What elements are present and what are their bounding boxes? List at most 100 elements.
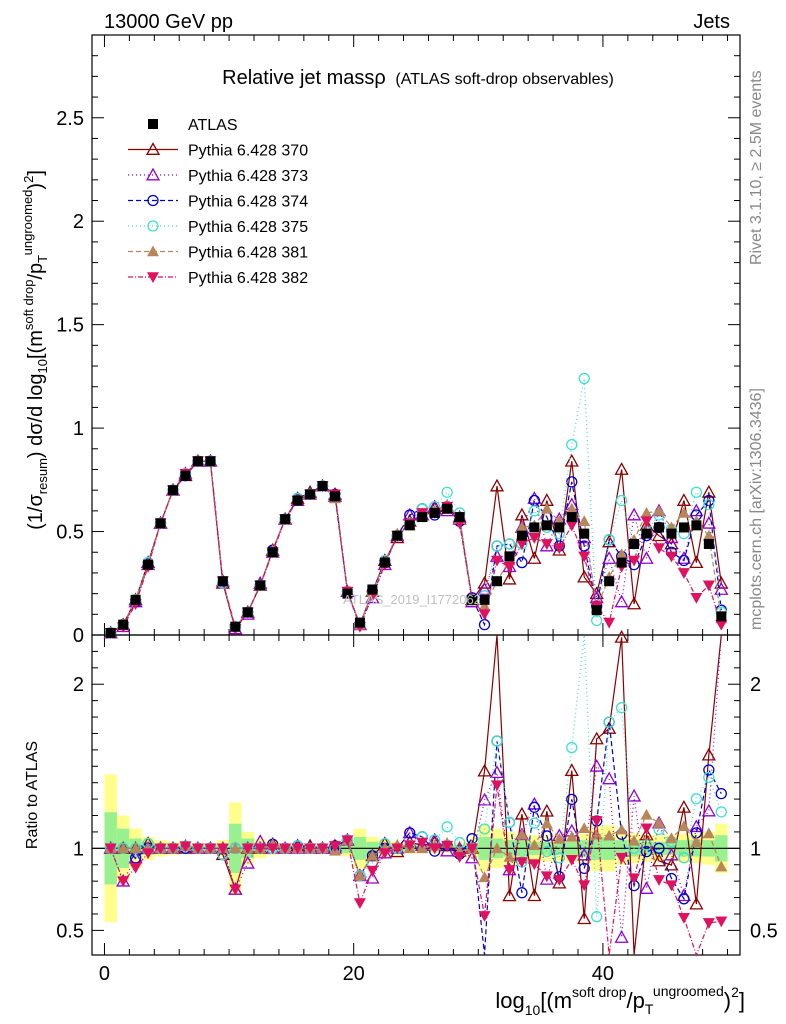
data-point	[540, 502, 553, 514]
ratio-point	[539, 803, 554, 817]
data-point	[578, 372, 590, 385]
ratio-point	[702, 827, 715, 839]
series-line	[110, 378, 722, 634]
ratio-tick-label: 0.5	[56, 920, 84, 942]
legend-label: Pythia 6.428 370	[188, 143, 308, 160]
title-main: Relative jet massρ	[222, 67, 386, 89]
legend-label: ATLAS	[188, 117, 238, 134]
ratio-point	[229, 884, 242, 896]
data-point	[192, 456, 203, 467]
ratio-point	[516, 887, 528, 899]
ratio-point	[464, 850, 480, 864]
data-point	[292, 495, 303, 506]
data-point	[230, 621, 241, 632]
data-point	[577, 569, 592, 583]
data-point	[664, 536, 679, 550]
y-tick-label: 1	[73, 418, 84, 440]
data-point	[553, 543, 566, 555]
data-point	[540, 539, 553, 550]
chart-title: Relative jet massρ (ATLAS soft-drop obse…	[222, 67, 614, 89]
data-point	[578, 515, 591, 527]
ratio-point	[478, 871, 491, 883]
ratio-point	[129, 842, 142, 854]
data-point	[105, 627, 116, 638]
data-point	[602, 534, 617, 548]
ratio-point	[665, 832, 678, 844]
data-point	[615, 494, 628, 507]
data-point	[516, 556, 528, 569]
data-point	[429, 507, 440, 518]
main-y-axis-label: (1/σresum) dσ/d log10[(msoft drop/pTungr…	[20, 170, 50, 530]
series-pythia-6-428-373	[103, 453, 729, 943]
data-point	[503, 561, 516, 573]
y-tick-label: 0	[73, 625, 84, 647]
data-point	[626, 507, 642, 521]
ratio-point	[689, 896, 704, 910]
ratio-point	[316, 843, 329, 855]
data-point	[703, 538, 714, 549]
ratio-point	[365, 870, 380, 884]
x-tick-label: 0	[99, 963, 110, 985]
data-point	[676, 493, 692, 506]
data-point	[702, 580, 715, 592]
ratio-point	[117, 842, 130, 854]
data-point	[654, 522, 664, 533]
ratio-point	[653, 875, 665, 886]
data-point	[392, 530, 403, 541]
ratio-point	[503, 865, 516, 876]
data-point	[529, 522, 540, 533]
data-point	[677, 506, 690, 518]
ratio-point	[204, 843, 217, 855]
ratio-point	[651, 853, 667, 867]
x-axis-label: log10[(msoft drop/pTungroomed)2]	[495, 983, 745, 1018]
data-point	[330, 491, 340, 502]
ratio-point	[279, 843, 292, 855]
ratio-point	[565, 830, 578, 842]
ratio-point	[404, 827, 416, 839]
data-point	[653, 543, 665, 555]
ratio-tick-label: 2	[73, 674, 84, 696]
ratio-point	[615, 852, 628, 864]
ratio-point	[552, 875, 567, 889]
ratio-point	[615, 823, 628, 835]
ratio-point	[615, 702, 628, 714]
ratio-point	[291, 843, 304, 855]
y-tick-label: 1.5	[56, 315, 84, 337]
collision-label: 13000 GeV pp	[104, 11, 233, 33]
ratio-point	[566, 741, 578, 754]
tick-labels: 0 20 40 0 0.5 1 1.5 2 2.5 0.5 0.5 1 1 2 2	[56, 108, 778, 985]
ratio-point	[129, 862, 142, 874]
ratio-point	[640, 823, 653, 835]
ratio-point	[653, 817, 665, 828]
legend-marker	[145, 142, 161, 155]
data-point	[242, 607, 253, 618]
legend-label: Pythia 6.428 381	[188, 245, 308, 262]
ratio-tick-label-right: 2	[750, 674, 761, 696]
ratio-point	[639, 881, 654, 894]
ratio-point	[539, 871, 554, 885]
legend-marker	[148, 119, 158, 129]
legend-marker	[147, 272, 159, 283]
data-point	[379, 557, 390, 568]
ratio-point	[690, 793, 703, 805]
data-point	[603, 534, 615, 546]
data-point	[653, 504, 665, 516]
ratio-point	[154, 843, 167, 855]
data-point	[554, 522, 565, 533]
data-point	[678, 554, 690, 567]
ratio-tick-label: 1	[73, 838, 84, 860]
ratio-point	[678, 852, 690, 864]
data-point	[539, 538, 554, 552]
data-point	[528, 532, 541, 544]
ratio-point	[515, 828, 528, 840]
ratio-point	[602, 721, 617, 734]
ratio-point	[589, 731, 604, 745]
data-point	[503, 538, 516, 550]
data-point	[566, 439, 578, 451]
svg-text:(1/σresum) dσ/d log10[(msoft d: (1/σresum) dσ/d log10[(msoft drop/pTungr…	[20, 170, 50, 530]
observable-label: Jets	[693, 11, 730, 33]
data-point	[640, 506, 653, 518]
data-point	[504, 551, 515, 562]
data-point	[180, 470, 191, 481]
data-point	[678, 522, 689, 533]
